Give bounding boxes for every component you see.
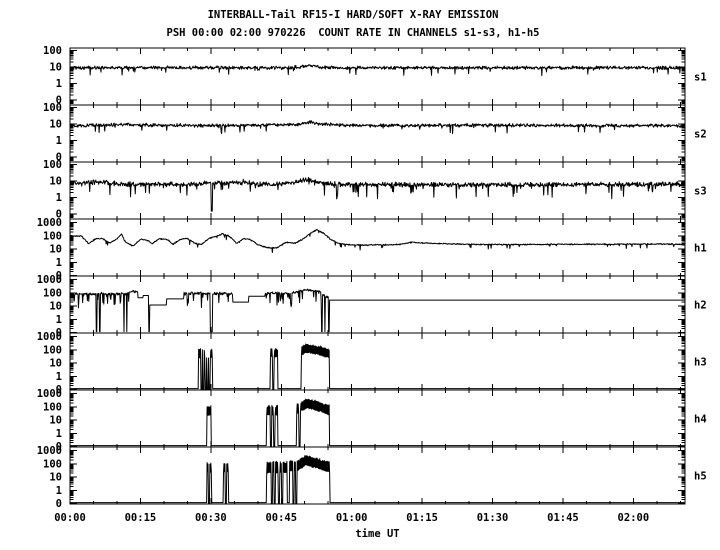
y-tick-label: 1 (56, 485, 62, 497)
y-tick-label: 1 (56, 314, 62, 326)
y-tick-label: 100 (43, 159, 62, 171)
panel-frame-s2 (69, 104, 686, 163)
y-tick-label: 0 (56, 95, 62, 107)
panel-frame-h3 (69, 332, 686, 391)
y-tick-label: 1000 (37, 331, 62, 343)
panel-frame-h2 (69, 275, 686, 334)
panel-frame-s1 (69, 47, 686, 106)
x-tick-label: 01:30 (477, 512, 509, 524)
y-tick-label: 100 (43, 401, 62, 413)
y-tick-label: 0 (56, 209, 62, 221)
channel-label-h2: h2 (694, 300, 707, 312)
y-tick-label: 1 (56, 428, 62, 440)
y-tick-label: 0 (56, 327, 62, 339)
y-tick-label: 100 (43, 45, 62, 57)
y-tick-label: 1000 (37, 274, 62, 286)
y-tick-label: 10 (49, 301, 62, 313)
y-tick-label: 10 (49, 119, 62, 131)
y-tick-label: 1000 (37, 217, 62, 229)
series-s3 (69, 176, 686, 212)
series-s1 (69, 64, 686, 77)
y-tick-label: 10 (49, 244, 62, 256)
y-tick-label: 0 (56, 384, 62, 396)
y-tick-label: 100 (43, 230, 62, 242)
panel-frame-h1 (69, 218, 686, 277)
series-s2 (69, 119, 686, 135)
series-h1 (69, 229, 686, 254)
y-tick-label: 1000 (37, 445, 62, 457)
x-tick-label: 01:45 (547, 512, 579, 524)
y-tick-label: 0 (56, 498, 62, 510)
y-tick-label: 0 (56, 152, 62, 164)
channel-label-s3: s3 (694, 186, 707, 198)
series-h4 (69, 398, 686, 448)
channel-label-s1: s1 (694, 72, 707, 84)
x-tick-label: 01:00 (336, 512, 368, 524)
y-tick-label: 1 (56, 257, 62, 269)
y-tick-label: 10 (49, 62, 62, 74)
x-tick-label: 00:00 (54, 512, 86, 524)
y-tick-label: 1 (56, 192, 62, 204)
x-axis-title: time UT (355, 528, 399, 540)
y-tick-label: 1 (56, 135, 62, 147)
x-tick-label: 00:30 (195, 512, 227, 524)
y-tick-label: 1000 (37, 388, 62, 400)
y-tick-label: 10 (49, 415, 62, 427)
channel-label-h5: h5 (694, 471, 707, 483)
x-tick-label: 00:45 (265, 512, 297, 524)
y-tick-label: 1 (56, 371, 62, 383)
y-tick-label: 0 (56, 270, 62, 282)
y-tick-label: 1 (56, 78, 62, 90)
chart-subtitle: PSH 00:00 02:00 970226 COUNT RATE IN CHA… (166, 27, 540, 39)
series-h5 (69, 455, 686, 505)
panel-frame-h5 (69, 446, 686, 505)
panel-frame-s3 (69, 161, 686, 220)
x-tick-label: 01:15 (406, 512, 438, 524)
y-tick-label: 0 (56, 441, 62, 453)
x-axis-labels: 00:00 00:15 00:30 00:45 01:00 01:15 01:30 01:45… (54, 512, 649, 540)
channel-label-h1: h1 (694, 243, 707, 255)
y-tick-label: 100 (43, 344, 62, 356)
channel-label-h4: h4 (694, 414, 707, 426)
y-tick-label: 100 (43, 458, 62, 470)
x-tick-label: 02:00 (618, 512, 650, 524)
panel-frame-h4 (69, 389, 686, 448)
x-tick-label: 00:15 (125, 512, 157, 524)
channel-label-s2: s2 (694, 129, 707, 141)
chart-title: INTERBALL-Tail RF15-I HARD/SOFT X-RAY EM… (207, 9, 499, 21)
y-tick-label: 10 (49, 472, 62, 484)
series-h3 (69, 343, 686, 391)
series-h2 (69, 288, 686, 333)
channel-label-h3: h3 (694, 357, 707, 369)
y-tick-label: 10 (49, 358, 62, 370)
y-tick-label: 100 (43, 287, 62, 299)
y-tick-label: 10 (49, 176, 62, 188)
y-tick-label: 100 (43, 102, 62, 114)
